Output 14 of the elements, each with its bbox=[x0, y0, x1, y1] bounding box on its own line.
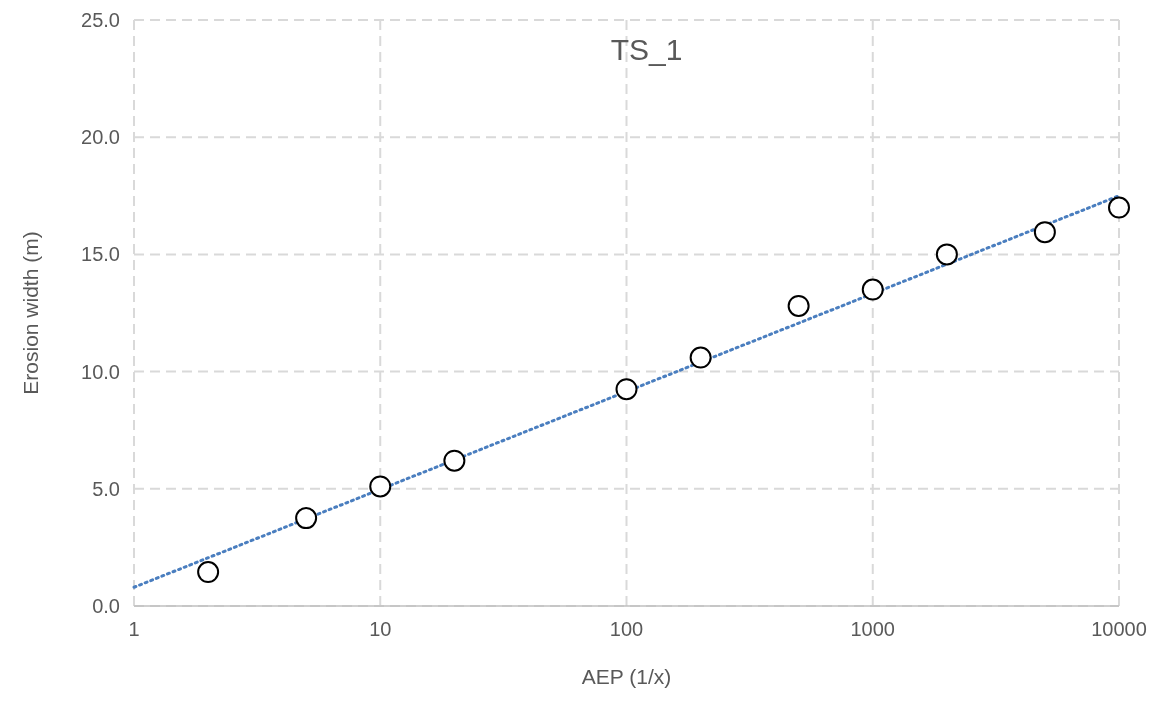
x-axis-title: AEP (1/x) bbox=[581, 665, 672, 688]
y-tick-label: 5.0 bbox=[92, 477, 120, 500]
y-tick-label: 25.0 bbox=[81, 9, 120, 31]
x-tick-label: 100 bbox=[609, 618, 644, 640]
x-tick-label: 10000 bbox=[1091, 618, 1147, 640]
y-axis-title: Erosion width (m) bbox=[19, 231, 42, 395]
x-tick-label: 10 bbox=[369, 618, 392, 640]
x-tick-label: 1 bbox=[128, 618, 140, 640]
x-tick-label: 1000 bbox=[850, 618, 895, 640]
y-tick-label: 15.0 bbox=[81, 243, 120, 266]
chart-title: TS_1 bbox=[610, 33, 683, 66]
y-tick-label: 0.0 bbox=[92, 595, 120, 617]
y-tick-label: 20.0 bbox=[81, 126, 120, 149]
y-tick-label: 10.0 bbox=[81, 360, 120, 383]
